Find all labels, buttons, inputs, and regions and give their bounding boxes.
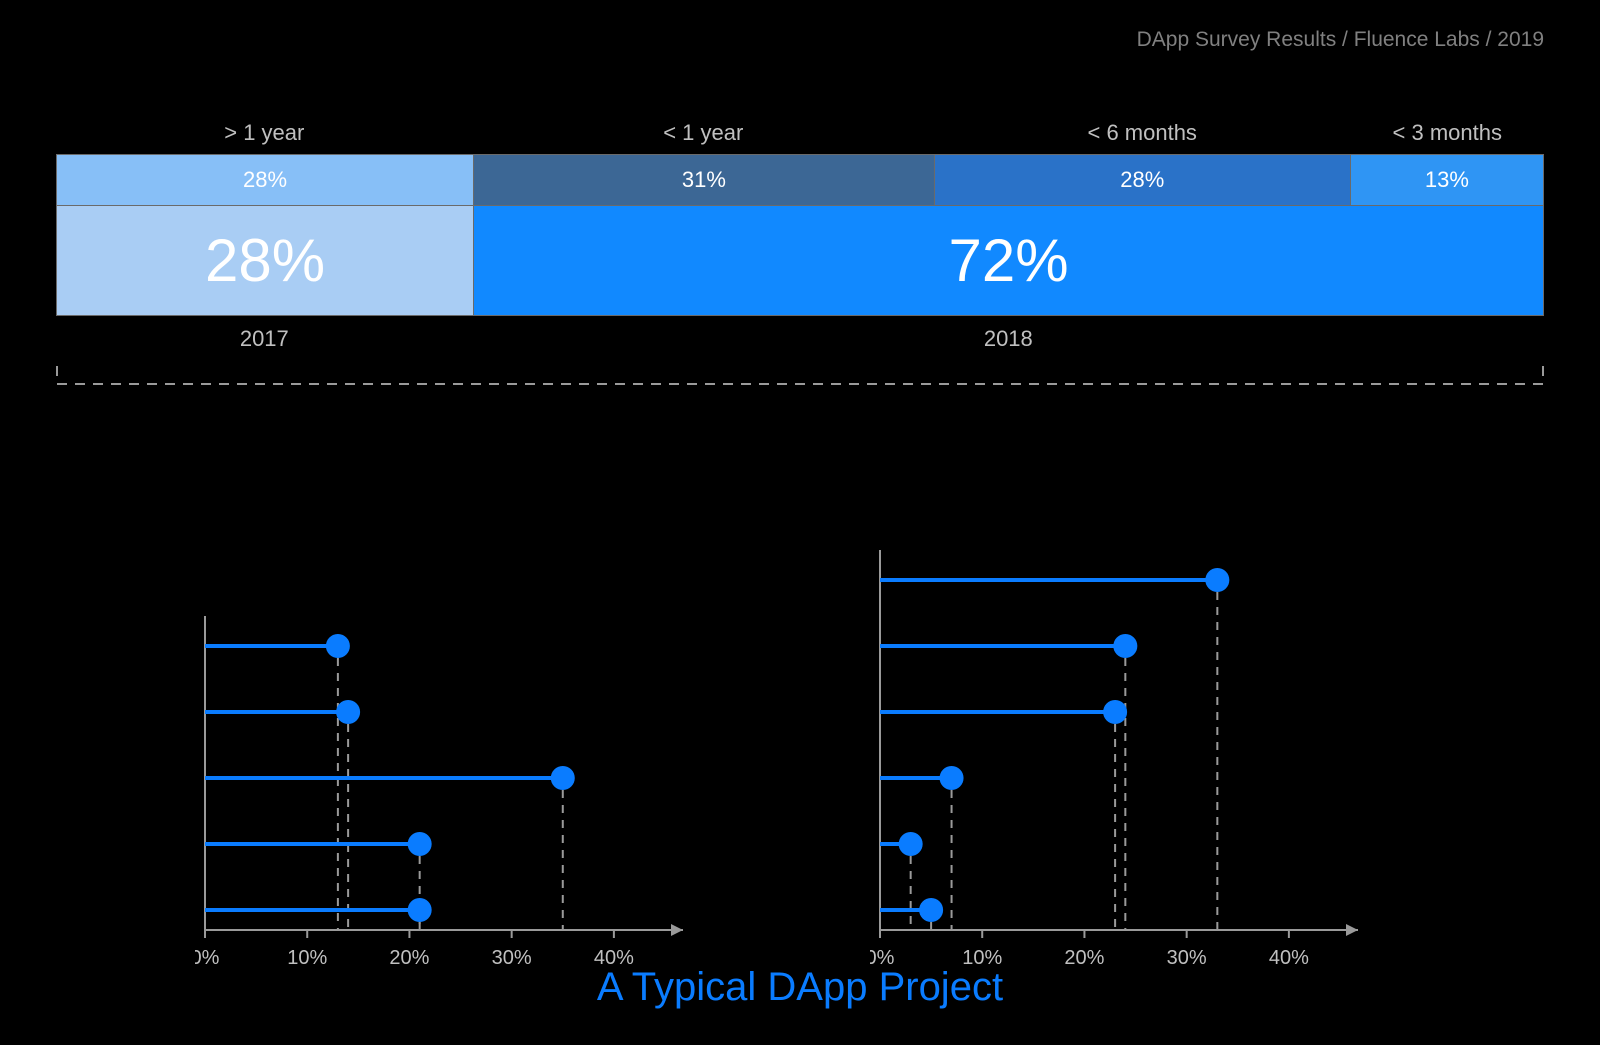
lollipop-marker <box>408 898 432 922</box>
lollipop-marker <box>899 832 923 856</box>
lollipop-marker <box>1103 700 1127 724</box>
detail-segment-label: < 1 year <box>473 120 934 146</box>
detail-segment-label: > 1 year <box>56 120 473 146</box>
lollipop-marker <box>940 766 964 790</box>
detail-segment: 31% <box>473 155 934 205</box>
summary-segment: 28% <box>57 206 473 315</box>
lollipop-marker <box>1113 634 1137 658</box>
lollipop-marker <box>551 766 575 790</box>
lollipop-marker <box>336 700 360 724</box>
detail-segment: 13% <box>1350 155 1543 205</box>
footer-title: A Typical DApp Project <box>0 965 1600 1010</box>
attribution-text: DApp Survey Results / Fluence Labs / 201… <box>1137 28 1544 52</box>
detail-segment-value: 28% <box>1120 167 1164 193</box>
summary-segment: 72% <box>473 206 1543 315</box>
summary-segment-year: 2018 <box>473 326 1544 352</box>
detail-segment-value: 28% <box>243 167 287 193</box>
summary-segment-value: 28% <box>205 226 325 295</box>
detail-segment-label: < 6 months <box>934 120 1351 146</box>
detail-segment-value: 13% <box>1425 167 1469 193</box>
detail-segment-label: < 3 months <box>1351 120 1544 146</box>
detail-segment: 28% <box>934 155 1350 205</box>
stacked-bar-chart: > 1 year< 1 year< 6 months< 3 months 28%… <box>56 120 1544 396</box>
summary-segment-value: 72% <box>948 226 1068 295</box>
detail-segment-value: 31% <box>682 167 726 193</box>
lollipop-marker <box>1205 568 1229 592</box>
lollipop-marker <box>408 832 432 856</box>
lollipop-chart-left: 0%10%20%30%40% <box>195 520 715 980</box>
lollipop-chart-right: 0%10%20%30%40% <box>870 520 1390 980</box>
lollipop-marker <box>326 634 350 658</box>
lollipop-marker <box>919 898 943 922</box>
summary-segment-year: 2017 <box>56 326 473 352</box>
detail-segment: 28% <box>57 155 473 205</box>
